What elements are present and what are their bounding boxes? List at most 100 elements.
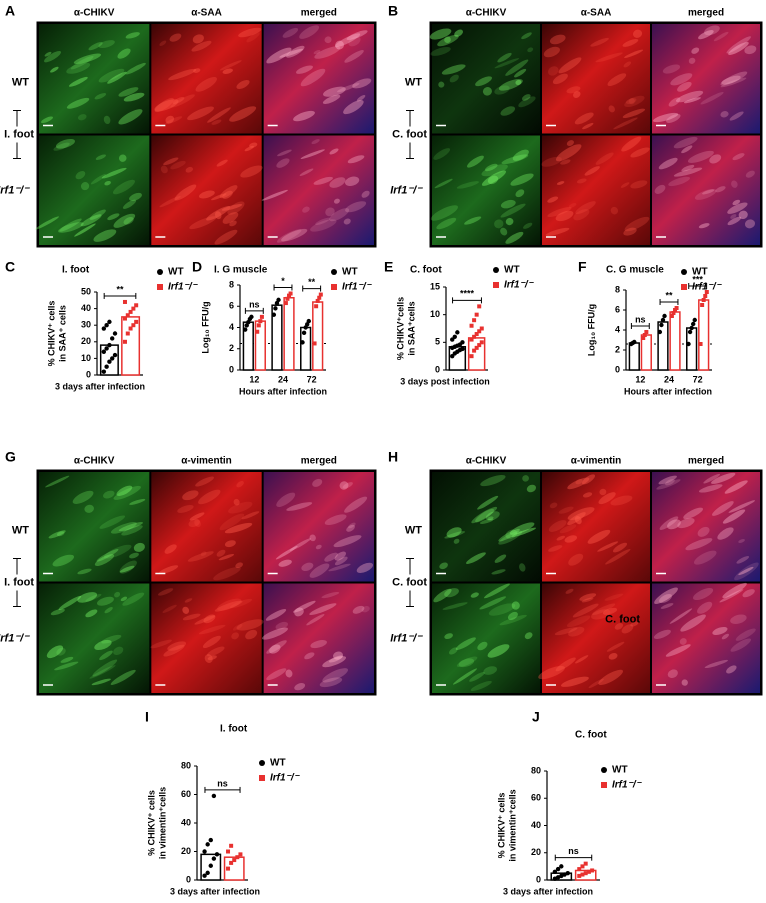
texture <box>683 507 703 520</box>
y-tick-label: 15 <box>430 281 440 291</box>
micrograph-bg <box>151 24 262 134</box>
column-header: α-vimentin <box>571 456 622 467</box>
texture <box>704 659 728 669</box>
data-point <box>249 314 254 320</box>
micrograph-bg <box>432 24 540 134</box>
texture <box>595 152 614 165</box>
texture <box>241 511 260 520</box>
texture <box>299 168 314 176</box>
texture <box>198 624 226 635</box>
data-point <box>317 295 322 300</box>
y-axis-label: Log₁₀ FFU/g <box>200 301 210 353</box>
texture <box>324 514 347 525</box>
data-point <box>107 359 112 364</box>
data-point <box>285 296 290 301</box>
data-point <box>271 312 277 317</box>
chart-title: C. foot <box>410 265 442 276</box>
y-axis-label: in SAA⁺ cells <box>57 305 67 362</box>
data-point <box>315 298 320 303</box>
texture <box>107 71 127 84</box>
texture <box>334 33 361 48</box>
texture <box>547 206 572 218</box>
texture <box>573 91 581 98</box>
texture <box>361 606 370 613</box>
texture <box>289 538 312 551</box>
texture <box>214 229 238 245</box>
texture <box>200 551 207 556</box>
data-point <box>469 323 474 328</box>
texture <box>189 216 217 230</box>
legend-label: Irf1⁻/⁻ <box>168 282 199 293</box>
texture <box>494 58 520 69</box>
texture <box>276 158 290 168</box>
texture <box>169 33 182 42</box>
texture <box>730 214 737 219</box>
legend-marker <box>331 269 337 275</box>
row-label: WT <box>405 77 422 89</box>
y-tick-label: 8 <box>229 279 234 289</box>
texture <box>599 488 607 496</box>
bar <box>628 342 640 371</box>
data-point <box>657 329 663 335</box>
texture <box>567 507 595 521</box>
texture <box>494 554 507 563</box>
texture <box>475 508 495 523</box>
data-point <box>110 336 115 341</box>
texture <box>56 647 66 656</box>
x-tick-label: 72 <box>307 374 317 384</box>
significance-label: ns <box>568 846 579 856</box>
y-tick-label: 40 <box>181 817 191 827</box>
texture <box>300 149 325 159</box>
y-tick-label: 2 <box>229 343 234 353</box>
micrograph-bg <box>39 472 150 582</box>
texture <box>99 650 113 661</box>
data-point <box>211 856 217 861</box>
texture <box>712 501 734 516</box>
texture <box>118 87 139 97</box>
texture <box>667 519 681 530</box>
texture <box>545 227 570 236</box>
texture <box>174 184 197 201</box>
texture <box>216 549 226 557</box>
texture <box>514 68 527 78</box>
texture <box>713 31 729 42</box>
texture <box>296 65 313 74</box>
texture <box>216 159 228 167</box>
data-point <box>687 329 693 335</box>
bar <box>657 321 669 371</box>
texture <box>336 83 360 93</box>
micrograph-bg <box>542 135 650 245</box>
texture <box>448 647 458 655</box>
data-point <box>242 327 248 332</box>
texture <box>356 562 374 574</box>
texture <box>488 603 516 616</box>
legend-marker <box>493 267 499 273</box>
texture <box>266 640 287 654</box>
texture <box>501 154 529 165</box>
texture <box>559 524 577 534</box>
micrograph-bg <box>263 472 374 582</box>
texture <box>187 106 214 121</box>
texture <box>483 666 497 675</box>
texture <box>623 61 632 68</box>
data-point <box>450 353 455 359</box>
y-tick-label: 0 <box>615 364 620 374</box>
texture <box>598 492 616 505</box>
micrograph <box>261 135 374 245</box>
texture <box>692 588 714 601</box>
texture <box>112 179 135 195</box>
data-point <box>312 341 317 346</box>
data-point <box>238 852 243 857</box>
texture <box>602 607 618 615</box>
texture <box>88 42 103 51</box>
texture <box>98 68 125 83</box>
texture <box>595 52 623 63</box>
data-point <box>472 348 477 353</box>
texture <box>300 68 326 87</box>
data-point <box>704 290 709 294</box>
texture <box>361 190 370 198</box>
data-point <box>555 866 561 872</box>
micrograph <box>541 135 650 245</box>
texture <box>123 217 134 225</box>
micrograph-bg <box>542 24 650 134</box>
